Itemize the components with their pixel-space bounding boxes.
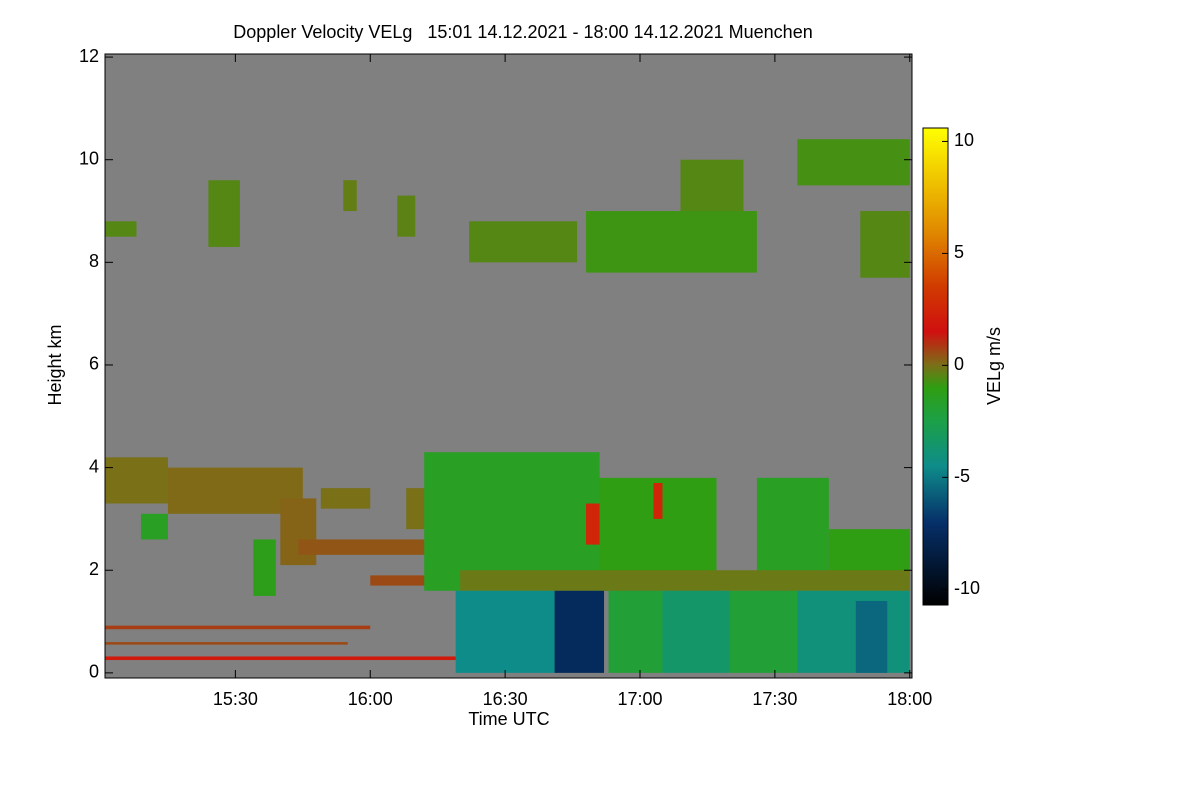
velocity-region bbox=[105, 457, 168, 504]
y-tick-label: 10 bbox=[79, 148, 99, 168]
velocity-region bbox=[554, 590, 605, 673]
velocity-region bbox=[105, 656, 461, 661]
velocity-region bbox=[797, 139, 910, 186]
velocity-region bbox=[855, 601, 888, 673]
velocity-region bbox=[298, 539, 452, 555]
velocity-region bbox=[280, 498, 317, 566]
velocity-region bbox=[424, 452, 600, 591]
colorbar-tick-label: 10 bbox=[954, 130, 974, 150]
y-tick-label: 2 bbox=[89, 559, 99, 579]
velocity-region bbox=[455, 590, 555, 673]
velocity-region bbox=[406, 488, 429, 530]
colorbar bbox=[922, 127, 949, 606]
y-tick-label: 6 bbox=[89, 354, 99, 374]
velocity-region bbox=[105, 625, 371, 630]
velocity-region bbox=[860, 211, 910, 278]
y-axis-label: Height km bbox=[45, 324, 65, 405]
velocity-region bbox=[140, 513, 168, 540]
colorbar-tick-label: -10 bbox=[954, 578, 980, 598]
velocity-region bbox=[370, 575, 452, 586]
velocity-region bbox=[460, 570, 910, 591]
velocity-region bbox=[320, 488, 371, 509]
plot-frame bbox=[104, 53, 913, 679]
velocity-region bbox=[662, 590, 730, 673]
y-tick-label: 8 bbox=[89, 251, 99, 271]
velocity-region bbox=[608, 590, 663, 673]
velocity-region bbox=[208, 180, 240, 247]
velocity-region bbox=[586, 503, 600, 545]
velocity-region bbox=[397, 195, 416, 237]
y-tick-label: 4 bbox=[89, 456, 99, 476]
chart-title: Doppler Velocity VELg 15:01 14.12.2021 -… bbox=[233, 22, 812, 42]
velocity-region bbox=[797, 590, 910, 673]
velocity-region bbox=[469, 221, 578, 263]
colorbar-tick-label: 5 bbox=[954, 242, 964, 262]
x-tick-label: 15:30 bbox=[213, 689, 258, 709]
velocity-region bbox=[653, 483, 663, 519]
y-tick-label: 12 bbox=[79, 46, 99, 66]
x-tick-label: 16:30 bbox=[483, 689, 528, 709]
y-tick-label: 0 bbox=[89, 662, 99, 682]
colorbar-label: VELg m/s bbox=[984, 327, 1004, 405]
x-tick-label: 17:00 bbox=[617, 689, 662, 709]
velocity-region bbox=[253, 539, 276, 596]
x-tick-label: 17:30 bbox=[752, 689, 797, 709]
x-axis-label: Time UTC bbox=[468, 709, 549, 729]
velocity-region bbox=[586, 211, 757, 273]
velocity-region bbox=[105, 642, 348, 645]
velocity-region bbox=[680, 159, 744, 212]
colorbar-tick-label: -5 bbox=[954, 466, 970, 486]
velocity-region bbox=[343, 180, 357, 212]
colorbar-tick-label: 0 bbox=[954, 354, 964, 374]
x-tick-label: 18:00 bbox=[887, 689, 932, 709]
velocity-region bbox=[105, 221, 137, 237]
x-tick-label: 16:00 bbox=[348, 689, 393, 709]
velocity-region bbox=[729, 590, 798, 673]
